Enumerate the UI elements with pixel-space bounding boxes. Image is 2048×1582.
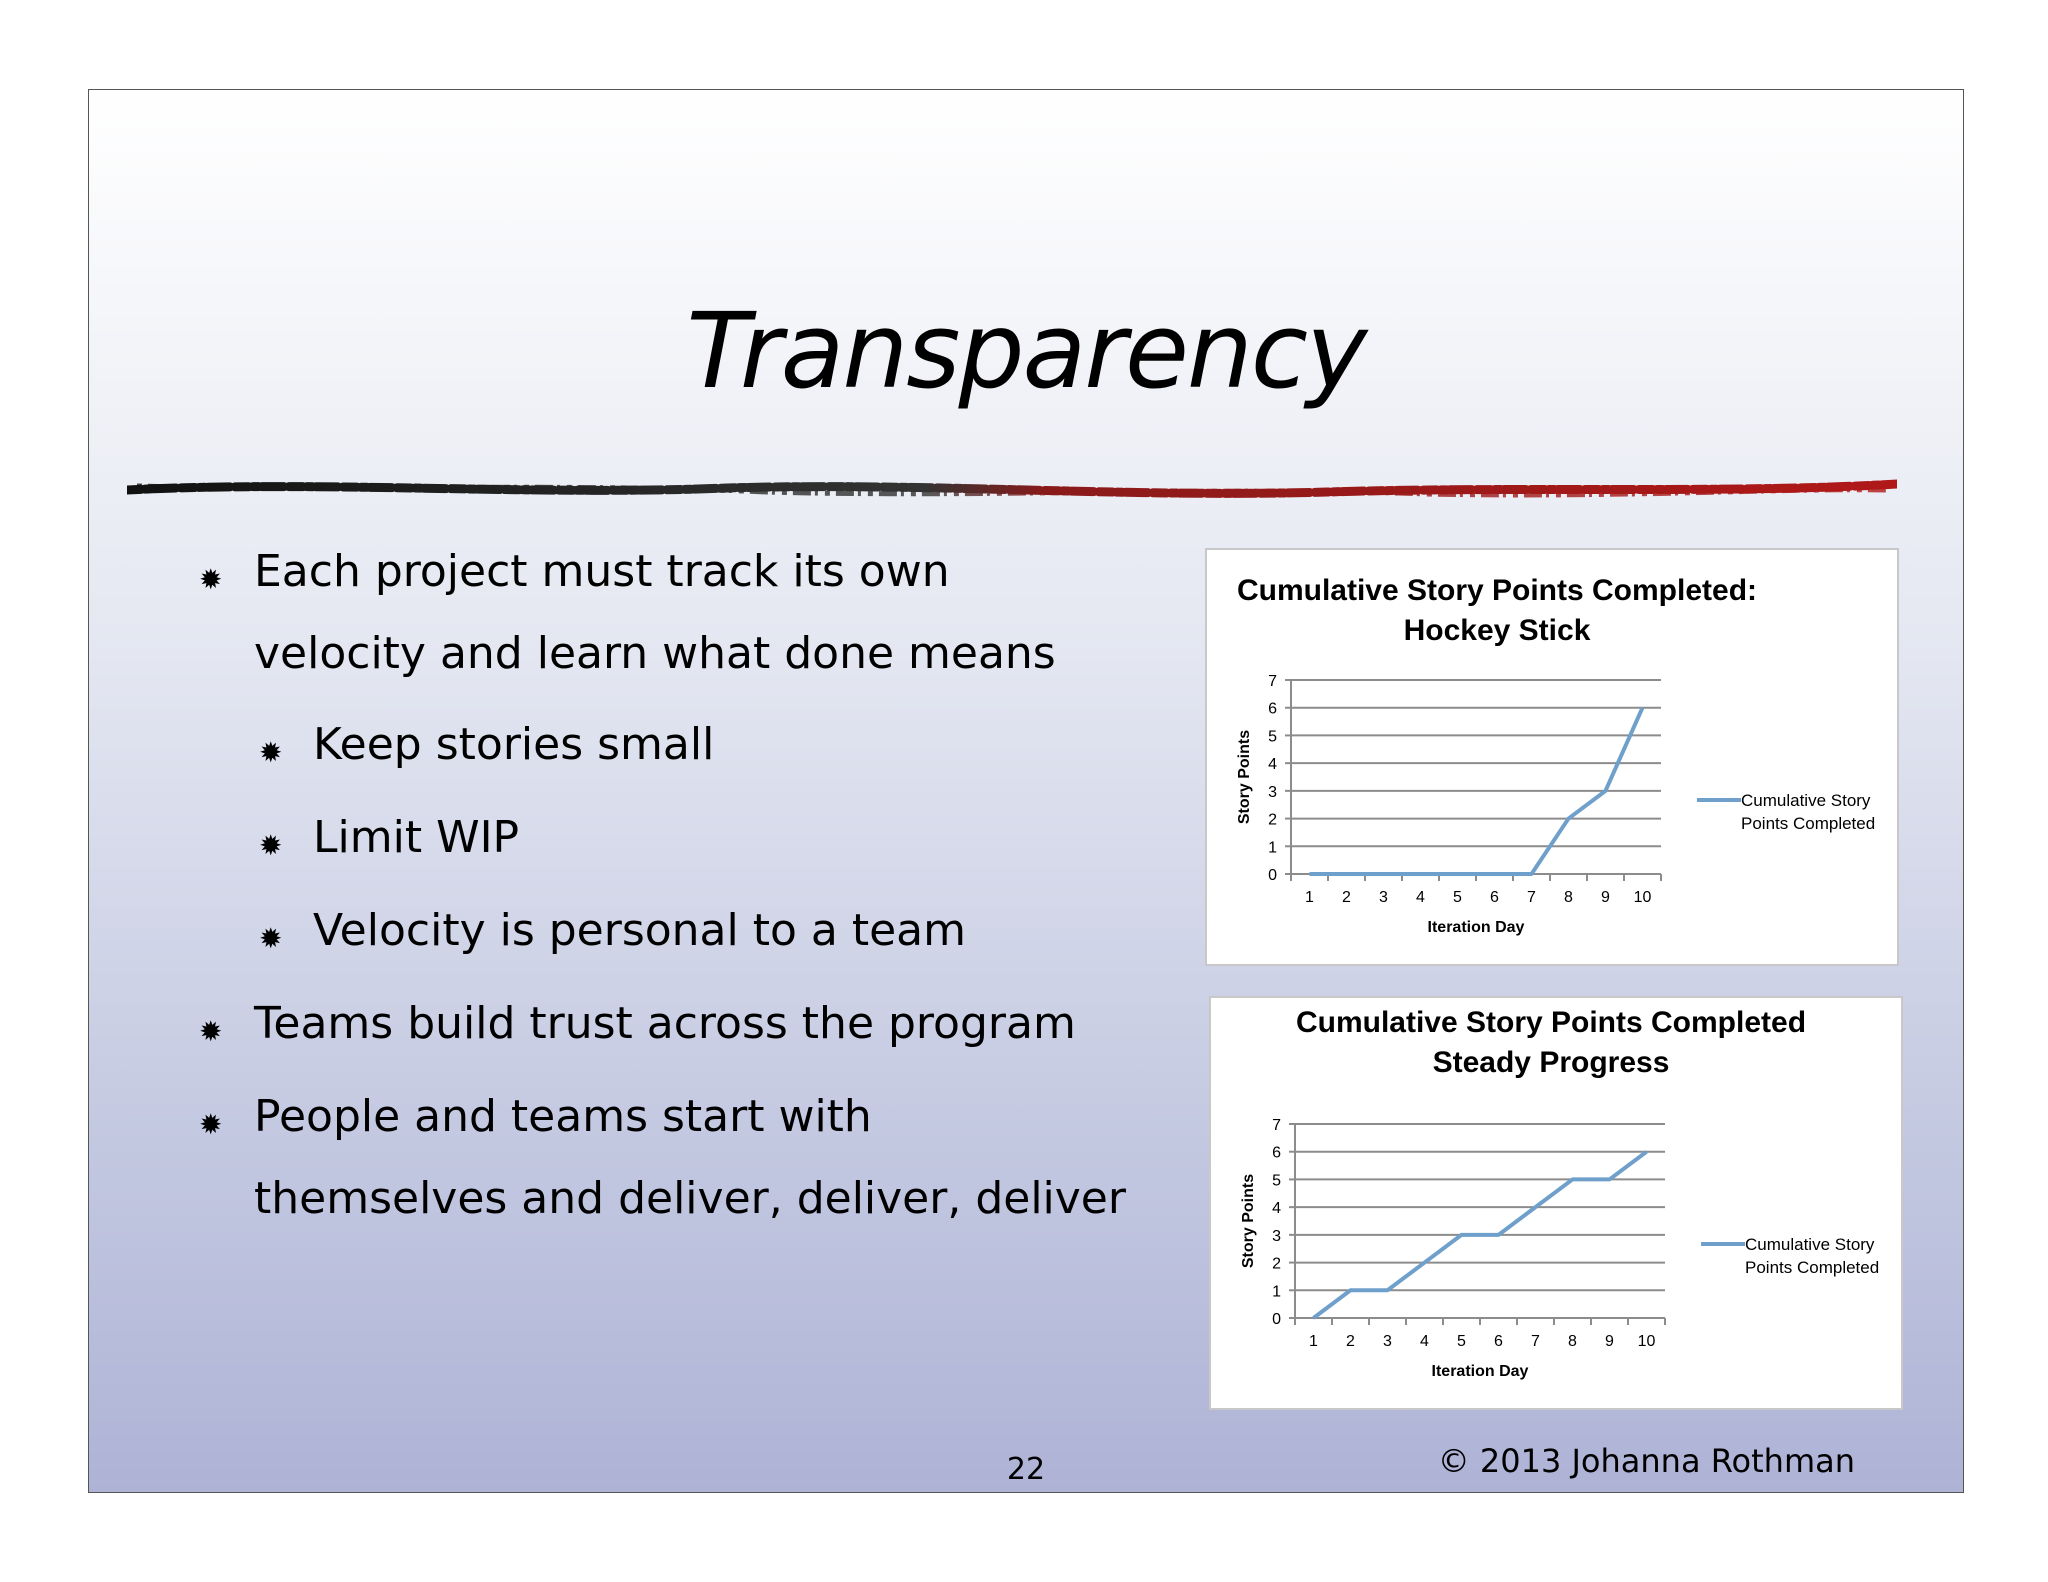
y-tick-label: 2	[1268, 812, 1277, 829]
x-axis-label: Iteration Day	[1432, 1363, 1529, 1380]
x-tick-label: 8	[1564, 889, 1573, 906]
x-tick-label: 1	[1305, 889, 1314, 906]
bullet-star-icon: ✹	[259, 922, 283, 955]
bullet-star-icon: ✹	[259, 736, 283, 769]
x-tick-label: 1	[1309, 1333, 1318, 1350]
x-axis-label: Iteration Day	[1428, 919, 1525, 936]
series-line	[1312, 1150, 1648, 1320]
x-tick-label: 3	[1383, 1333, 1392, 1350]
bullet-text: Velocity is personal to a team	[313, 905, 966, 956]
y-tick-label: 7	[1268, 673, 1277, 690]
x-tick-label: 4	[1416, 889, 1425, 906]
bullet-text: People and teams start with	[254, 1091, 872, 1142]
y-tick-label: 5	[1268, 728, 1277, 745]
bullet-star-icon: ✹	[199, 1108, 223, 1141]
slide-title: Transparency	[686, 290, 1367, 412]
bullet-star-icon: ✹	[199, 563, 223, 596]
legend-label: Points Completed	[1741, 814, 1875, 833]
y-tick-label: 0	[1272, 1311, 1281, 1328]
y-tick-label: 1	[1272, 1283, 1281, 1300]
bullet-text: Keep stories small	[313, 719, 715, 770]
y-tick-label: 6	[1268, 701, 1277, 718]
y-tick-label: 4	[1272, 1200, 1281, 1217]
chart-title: Hockey Stick	[1404, 614, 1591, 647]
x-tick-label: 5	[1453, 889, 1462, 906]
bullet-text: Limit WIP	[313, 812, 520, 863]
y-axis-label: Story Points	[1240, 1174, 1257, 1268]
legend-label: Points Completed	[1745, 1258, 1879, 1277]
slide: Transparency ✹ Each project must track i…	[88, 89, 1964, 1493]
bullet-text: themselves and deliver, deliver, deliver	[254, 1173, 1126, 1224]
brush-divider	[127, 479, 1897, 498]
chart-svg: Cumulative Story Points Completed Steady …	[1240, 1006, 1879, 1380]
y-tick-label: 2	[1272, 1256, 1281, 1273]
y-tick-label: 4	[1268, 756, 1277, 773]
x-tick-label: 10	[1634, 889, 1652, 906]
page-number: 22	[1006, 1452, 1046, 1487]
chart-title: Cumulative Story Points Completed	[1296, 1006, 1806, 1039]
chart-title: Steady Progress	[1433, 1046, 1670, 1079]
x-tick-label: 2	[1346, 1333, 1355, 1350]
chart-svg: Cumulative Story Points Completed: Hockey…	[1236, 574, 1875, 936]
x-tick-label: 3	[1379, 889, 1388, 906]
x-tick-label: 9	[1601, 889, 1610, 906]
bullet-text: Teams build trust across the program	[254, 998, 1076, 1049]
x-tick-label: 2	[1342, 889, 1351, 906]
x-tick-label: 6	[1490, 889, 1499, 906]
bullet-text: Each project must track its own	[254, 546, 950, 597]
x-tick-label: 10	[1638, 1333, 1656, 1350]
bullet-star-icon: ✹	[259, 829, 283, 862]
y-axis-label: Story Points	[1236, 730, 1253, 824]
x-tick-label: 9	[1605, 1333, 1614, 1350]
y-tick-label: 7	[1272, 1117, 1281, 1134]
x-tick-label: 7	[1527, 889, 1536, 906]
chart-hockey-stick: Cumulative Story Points Completed: Hockey…	[1205, 548, 1899, 966]
y-tick-label: 6	[1272, 1145, 1281, 1162]
x-tick-label: 6	[1494, 1333, 1503, 1350]
bullet-star-icon: ✹	[199, 1015, 223, 1048]
copyright: © 2013 Johanna Rothman	[1437, 1442, 1855, 1480]
legend-label: Cumulative Story	[1745, 1235, 1875, 1254]
series-line	[1309, 706, 1645, 876]
chart-title: Cumulative Story Points Completed:	[1237, 574, 1757, 607]
x-tick-label: 8	[1568, 1333, 1577, 1350]
x-tick-label: 7	[1531, 1333, 1540, 1350]
y-tick-label: 0	[1268, 867, 1277, 884]
legend-label: Cumulative Story	[1741, 791, 1871, 810]
y-tick-label: 3	[1272, 1228, 1281, 1245]
bullet-text: velocity and learn what done means	[254, 628, 1056, 679]
x-tick-label: 5	[1457, 1333, 1466, 1350]
chart-steady-progress: Cumulative Story Points Completed Steady …	[1209, 996, 1903, 1410]
y-tick-label: 5	[1272, 1172, 1281, 1189]
y-tick-label: 3	[1268, 784, 1277, 801]
y-tick-label: 1	[1268, 839, 1277, 856]
x-tick-label: 4	[1420, 1333, 1429, 1350]
